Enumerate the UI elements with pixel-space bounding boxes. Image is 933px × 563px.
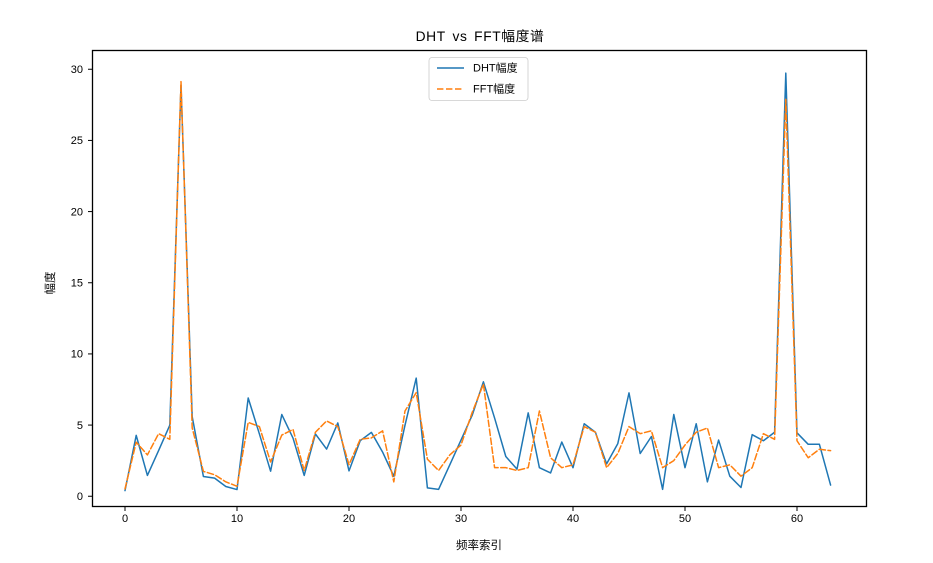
svg-text:FFT幅度: FFT幅度 [473,82,515,96]
svg-text:0: 0 [77,491,83,503]
svg-text:幅度: 幅度 [43,271,57,294]
svg-text:60: 60 [791,513,803,525]
svg-text:20: 20 [343,513,355,525]
svg-text:频率索引: 频率索引 [456,538,502,552]
svg-text:40: 40 [567,513,579,525]
svg-text:0: 0 [122,513,128,525]
svg-text:30: 30 [455,513,467,525]
svg-text:20: 20 [71,206,83,218]
svg-text:15: 15 [71,278,83,290]
svg-text:DHT vs FFT幅度谱: DHT vs FFT幅度谱 [416,29,545,44]
svg-text:50: 50 [679,513,691,525]
svg-text:10: 10 [71,349,83,361]
svg-text:DHT幅度: DHT幅度 [473,61,518,75]
svg-text:25: 25 [71,135,83,147]
svg-text:5: 5 [77,420,83,432]
svg-text:30: 30 [71,64,83,76]
svg-text:10: 10 [231,513,243,525]
